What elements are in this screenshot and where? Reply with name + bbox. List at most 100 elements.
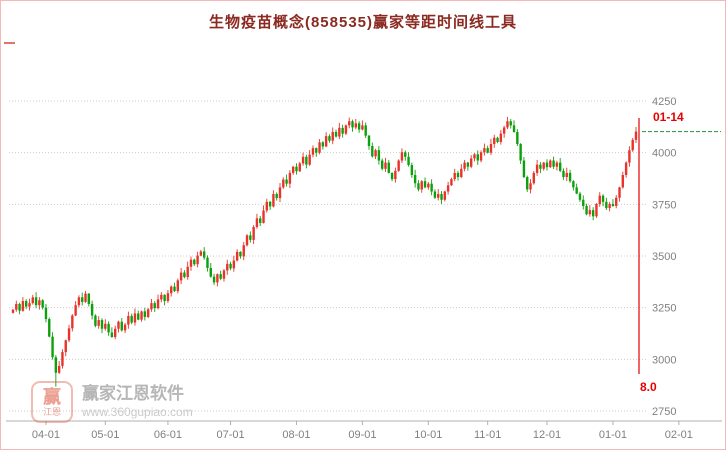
candle-body <box>486 148 489 153</box>
candle-body <box>384 162 387 169</box>
candle-body <box>483 148 486 153</box>
x-axis-label: 10-01 <box>414 429 442 441</box>
candle-body <box>291 166 295 173</box>
candle-body <box>196 255 199 265</box>
candle-body <box>420 181 423 190</box>
candle-body <box>212 276 216 283</box>
candle-body <box>160 294 163 300</box>
candle-body <box>315 148 318 153</box>
candle-body <box>479 152 483 161</box>
candle-body <box>262 210 265 223</box>
candle-body <box>54 357 58 373</box>
y-axis-label: 3750 <box>652 199 676 211</box>
candle-body <box>11 309 15 313</box>
candle-body <box>265 201 269 211</box>
candle-body <box>443 191 447 200</box>
candle-body <box>572 181 575 188</box>
candle-body <box>460 168 463 178</box>
candle-body <box>631 139 634 151</box>
watermark: 赢 江恩 赢家江恩软件 www.360gupiao.com <box>31 381 193 423</box>
y-axis-label: 3000 <box>652 354 676 366</box>
candle-body <box>437 194 440 198</box>
candle-body <box>176 280 180 292</box>
candle-body <box>575 187 578 194</box>
candle-body <box>585 205 588 215</box>
candle-body <box>229 263 232 269</box>
x-axis-label: 08-01 <box>282 429 310 441</box>
candle-body <box>216 274 219 283</box>
candle-body <box>232 260 236 269</box>
candle-body <box>618 187 621 198</box>
candle-body <box>150 303 153 310</box>
candle-body <box>163 294 166 302</box>
candle-body <box>318 142 321 153</box>
candle-body <box>446 185 450 192</box>
candle-body <box>57 365 61 373</box>
candle-body <box>170 286 173 294</box>
candle-body <box>450 179 453 186</box>
candle-body <box>44 307 48 320</box>
candle-body <box>252 227 255 240</box>
candle-body <box>268 201 272 207</box>
candle-body <box>259 218 262 223</box>
candle-body <box>344 125 348 134</box>
candle-body <box>153 303 156 309</box>
candle-body <box>278 187 282 199</box>
candle-body <box>21 301 25 311</box>
candle-body <box>209 267 212 277</box>
candle-body <box>104 323 107 329</box>
x-axis-label: 11-01 <box>474 429 501 441</box>
candle-body <box>417 183 420 190</box>
candle-body <box>61 352 64 366</box>
candle-body <box>519 143 522 161</box>
candle-body <box>578 193 582 200</box>
x-axis-label: 12-01 <box>533 429 561 441</box>
candle-body <box>522 160 526 178</box>
candle-body <box>526 177 529 190</box>
candle-body <box>288 172 292 184</box>
candle-body <box>84 293 87 302</box>
candle-body <box>529 183 532 190</box>
candle-body <box>473 154 476 159</box>
candle-body <box>120 321 123 331</box>
candle-body <box>285 179 288 184</box>
marker-value-label: 8.0 <box>640 380 657 394</box>
candle-body <box>433 191 437 198</box>
candle-body <box>387 162 390 173</box>
candle-body <box>552 160 555 167</box>
candle-body <box>242 245 245 257</box>
candle-body <box>545 162 549 168</box>
candle-body <box>117 321 120 329</box>
candle-body <box>90 303 94 316</box>
candle-body <box>51 336 54 358</box>
candle-body <box>321 142 325 147</box>
candle-body <box>189 259 193 267</box>
watermark-text: 赢家江恩软件 www.360gupiao.com <box>82 384 193 420</box>
candle-body <box>440 194 443 200</box>
candle-body <box>24 301 28 307</box>
candle-body <box>15 303 18 310</box>
candle-body <box>222 270 226 279</box>
candle-body <box>535 164 539 173</box>
candle-body <box>516 132 519 144</box>
candle-body <box>123 324 127 331</box>
candle-body <box>364 125 367 136</box>
candle-body <box>245 235 249 246</box>
candle-body <box>146 309 150 317</box>
candle-body <box>166 293 170 302</box>
candle-body <box>608 203 611 209</box>
candle-body <box>235 251 239 261</box>
candle-body <box>532 172 536 184</box>
candle-body <box>334 132 338 137</box>
candle-body <box>202 251 206 258</box>
candle-body <box>591 210 595 217</box>
y-axis-label: 4250 <box>652 96 676 108</box>
candle-body <box>305 156 308 165</box>
candle-body <box>338 127 341 137</box>
candle-body <box>48 319 51 337</box>
candle-body <box>469 158 473 167</box>
candle-body <box>348 121 351 126</box>
candle-body <box>100 320 104 329</box>
